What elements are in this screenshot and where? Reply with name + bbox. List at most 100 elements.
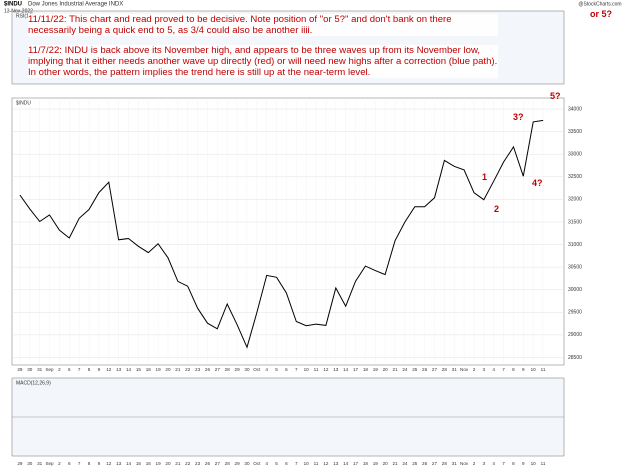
x-tick-label: 28 [225, 461, 231, 466]
x-tick-label: 8 [88, 367, 91, 372]
x-tick-label: Oct [253, 461, 261, 466]
x-tick-label: 8 [512, 367, 515, 372]
x-tick-label: 24 [402, 367, 408, 372]
x-tick-label: 31 [37, 367, 43, 372]
lower-panel-label: MACD(12,26,9) [16, 380, 51, 386]
x-tick-label: 2 [58, 367, 61, 372]
x-tick-label: 4 [265, 461, 268, 466]
x-tick-label: 10 [531, 367, 537, 372]
x-tick-label: 30 [244, 367, 250, 372]
x-tick-label: 17 [353, 367, 359, 372]
chart-subtitle: Dow Jones Industrial Average INDX [28, 2, 123, 8]
wave-label: 1 [482, 172, 488, 182]
x-tick-label: 30 [27, 461, 33, 466]
y-tick-label: 29500 [568, 310, 582, 316]
x-tick-label: 18 [363, 461, 369, 466]
x-tick-label: 21 [392, 461, 398, 466]
x-tick-label: 6 [285, 461, 288, 466]
x-tick-label: 11 [541, 461, 546, 466]
x-tick-label: 29 [235, 461, 241, 466]
x-tick-label: 30 [244, 461, 250, 466]
x-tick-label: 11 [314, 461, 319, 466]
x-tick-label: 27 [215, 367, 221, 372]
x-tick-label: 30 [27, 367, 33, 372]
x-tick-label: Nov [460, 367, 469, 372]
x-tick-label: 14 [126, 461, 132, 466]
x-tick-label: 29 [17, 367, 23, 372]
x-tick-label: 5 [275, 367, 278, 372]
x-tick-label: 18 [363, 367, 369, 372]
x-tick-label: 9 [522, 367, 525, 372]
x-tick-label: 8 [88, 461, 91, 466]
x-tick-label: 7 [502, 367, 505, 372]
x-tick-label: 7 [502, 461, 505, 466]
x-tick-label: 3 [483, 461, 486, 466]
x-tick-label: 2 [473, 461, 476, 466]
x-tick-label: Nov [460, 461, 469, 466]
wave-label: 2 [494, 204, 500, 214]
x-tick-label: 19 [156, 367, 162, 372]
x-tick-label: 28 [442, 461, 448, 466]
x-tick-label: 2 [473, 367, 476, 372]
x-tick-label: 3 [483, 367, 486, 372]
x-tick-label: 16 [146, 461, 152, 466]
x-tick-label: 13 [116, 367, 122, 372]
y-tick-label: 28500 [568, 355, 582, 361]
wave-label: 3? [513, 112, 524, 122]
x-tick-label: 19 [156, 461, 162, 466]
x-tick-label: 9 [522, 461, 525, 466]
x-tick-label: 24 [402, 461, 408, 466]
x-tick-label: 25 [412, 461, 418, 466]
x-tick-label: 11 [314, 367, 319, 372]
y-tick-label: 30500 [568, 264, 582, 270]
x-tick-label: Sep [45, 367, 54, 372]
x-tick-label: 7 [78, 367, 81, 372]
x-tick-label: 14 [126, 367, 132, 372]
annotation: 11/11/22: This chart and read proved to … [28, 14, 498, 36]
x-tick-label: 10 [304, 461, 310, 466]
x-tick-label: 20 [165, 461, 171, 466]
y-tick-label: 31500 [568, 219, 582, 225]
x-tick-label: 12 [323, 461, 329, 466]
x-tick-label: 26 [205, 367, 211, 372]
x-tick-label: 6 [68, 367, 71, 372]
source: @StockCharts.com [578, 1, 621, 7]
y-tick-label: 31000 [568, 242, 582, 248]
x-tick-label: 26 [205, 461, 211, 466]
x-tick-label: 4 [265, 367, 268, 372]
x-tick-label: 21 [175, 367, 181, 372]
x-tick-label: 23 [195, 461, 201, 466]
x-tick-label: 19 [373, 367, 379, 372]
x-tick-label: 20 [383, 461, 389, 466]
x-tick-label: 20 [383, 367, 389, 372]
x-tick-label: 10 [531, 461, 537, 466]
x-tick-label: 12 [323, 367, 329, 372]
x-tick-label: 20 [165, 367, 171, 372]
x-tick-label: Oct [253, 367, 261, 372]
x-tick-label: 11 [541, 367, 546, 372]
x-tick-label: Sep [45, 461, 54, 466]
wave-label: 4? [532, 178, 543, 188]
x-tick-label: 17 [353, 461, 359, 466]
x-tick-label: 4 [492, 367, 495, 372]
x-tick-label: 13 [333, 461, 339, 466]
x-tick-label: 13 [116, 461, 122, 466]
series-label: $INDU [16, 100, 31, 106]
wave-label: 5? [550, 91, 561, 101]
x-tick-label: 27 [432, 461, 438, 466]
x-tick-label: 28 [442, 367, 448, 372]
x-tick-label: 27 [432, 367, 438, 372]
y-tick-label: 33000 [568, 152, 582, 158]
chart-title: $INDU [4, 2, 22, 8]
y-tick-label: 29000 [568, 332, 582, 338]
x-tick-label: 2 [58, 461, 61, 466]
x-tick-label: 7 [295, 367, 298, 372]
x-tick-label: 13 [333, 367, 339, 372]
x-tick-label: 15 [136, 461, 142, 466]
x-tick-label: 31 [452, 367, 458, 372]
annotation: 11/7/22: INDU is back above its November… [28, 45, 498, 78]
x-tick-label: 4 [492, 461, 495, 466]
x-tick-label: 12 [106, 367, 112, 372]
x-tick-label: 23 [195, 367, 201, 372]
y-tick-label: 33500 [568, 129, 582, 135]
